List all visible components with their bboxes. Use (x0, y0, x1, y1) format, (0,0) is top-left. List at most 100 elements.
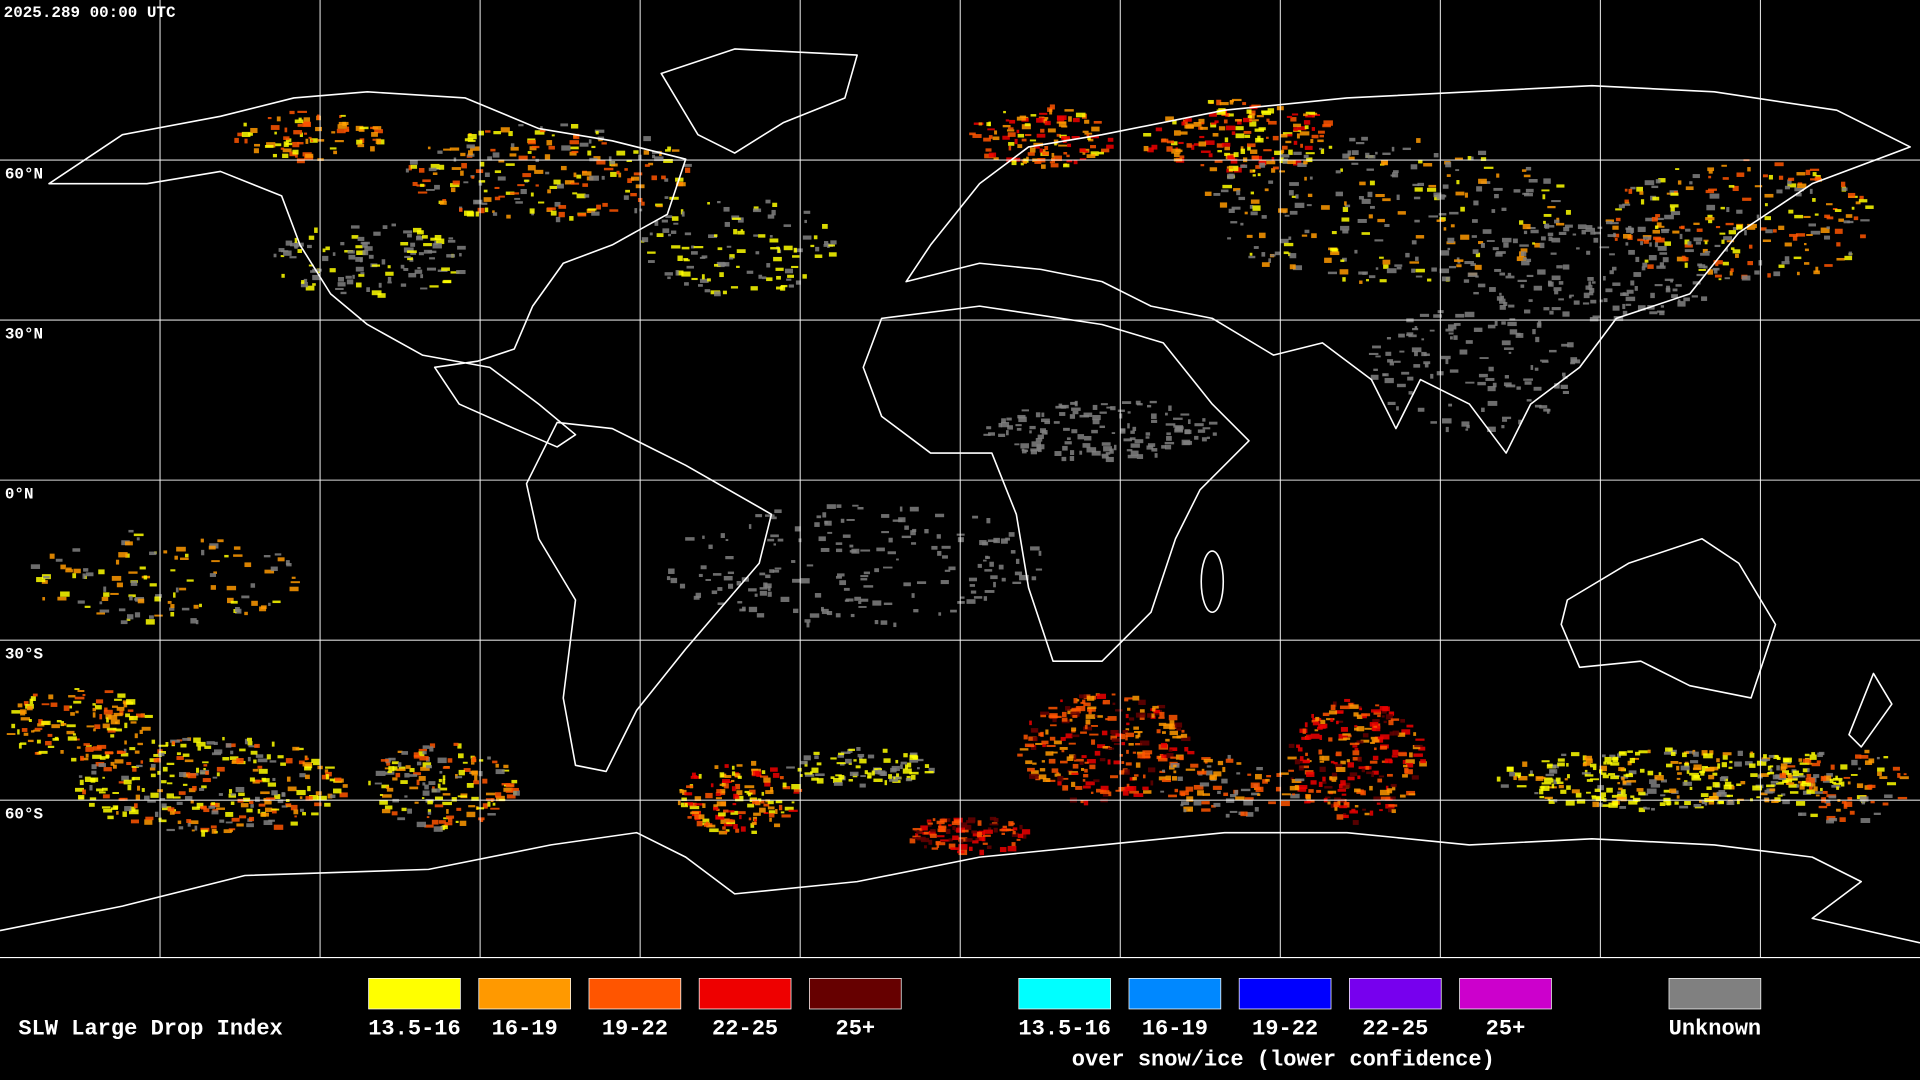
cloud-pixel (1839, 817, 1846, 822)
cloud-pixel (1464, 261, 1474, 265)
cloud-pixel (1440, 355, 1451, 360)
cloud-pixel (973, 596, 983, 599)
cloud-pixel (1121, 761, 1125, 764)
cloud-pixel (409, 774, 418, 777)
cloud-pixel (1385, 714, 1393, 720)
cloud-pixel (1633, 272, 1642, 277)
cloud-pixel (1600, 772, 1607, 775)
cloud-pixel (210, 825, 217, 829)
cloud-pixel (239, 748, 246, 752)
cloud-pixel (1693, 222, 1700, 225)
cloud-pixel (94, 705, 102, 710)
cloud-pixel (1343, 814, 1349, 819)
cloud-pixel (1864, 760, 1873, 765)
cloud-pixel (182, 753, 190, 757)
cloud-pixel (1231, 98, 1242, 102)
cloud-pixel (1248, 110, 1256, 116)
cloud-pixel (392, 766, 398, 771)
cloud-pixel (360, 272, 365, 275)
cloud-pixel (768, 810, 776, 814)
cloud-pixel (1243, 117, 1252, 123)
cloud-pixel (1374, 239, 1384, 242)
cloud-pixel (1279, 157, 1284, 160)
cloud-pixel (736, 580, 741, 586)
cloud-pixel (1281, 149, 1285, 154)
cloud-pixel (852, 504, 859, 507)
cloud-pixel (1670, 211, 1681, 216)
cloud-pixel (11, 723, 16, 729)
cloud-pixel (1293, 123, 1302, 128)
cloud-pixel (1551, 275, 1561, 281)
cloud-pixel (938, 827, 947, 833)
cloud-pixel (1736, 172, 1745, 177)
cloud-pixel (1161, 778, 1172, 783)
cloud-pixel (1067, 143, 1072, 148)
cloud-pixel (1566, 763, 1569, 767)
cloud-pixel (815, 773, 825, 777)
cloud-pixel (1619, 806, 1627, 809)
cloud-pixel (693, 775, 698, 779)
cloud-pixel (1496, 296, 1503, 301)
cloud-pixel (667, 146, 672, 150)
cloud-pixel (1084, 724, 1088, 730)
cloud-pixel (1050, 724, 1057, 727)
cloud-pixel (1628, 770, 1637, 775)
cloud-pixel (840, 518, 845, 523)
cloud-pixel (1318, 781, 1323, 788)
cloud-pixel (422, 782, 426, 786)
cloud-pixel (935, 513, 945, 518)
cloud-pixel (1074, 758, 1084, 762)
cloud-pixel (61, 723, 67, 726)
cloud-pixel (610, 171, 617, 177)
cloud-pixel (1138, 699, 1146, 706)
cloud-pixel (170, 604, 175, 609)
cloud-pixel (1000, 538, 1008, 544)
cloud-pixel (1100, 785, 1109, 790)
cloud-pixel (178, 826, 184, 830)
cloud-pixel (760, 800, 765, 804)
cloud-pixel (235, 606, 240, 613)
cloud-pixel (112, 792, 119, 794)
cloud-pixel (1008, 532, 1015, 537)
cloud-pixel (1031, 441, 1042, 447)
cloud-pixel (1709, 750, 1714, 755)
cloud-pixel (1684, 239, 1690, 245)
cloud-pixel (1122, 790, 1129, 796)
cloud-pixel (1480, 243, 1485, 248)
cloud-pixel (1617, 753, 1621, 758)
cloud-pixel (717, 587, 723, 591)
cloud-pixel (1305, 734, 1312, 740)
cloud-pixel (429, 257, 435, 260)
cloud-pixel (1365, 765, 1370, 770)
cloud-pixel (470, 146, 480, 151)
cloud-pixel (1716, 758, 1720, 763)
cloud-pixel (1522, 761, 1528, 767)
cloud-pixel (667, 276, 671, 280)
cloud-pixel (1216, 143, 1224, 148)
cloud-pixel (1069, 718, 1073, 722)
cloud-pixel (416, 761, 422, 766)
cloud-pixel (705, 821, 709, 827)
cloud-pixel (1305, 794, 1311, 800)
cloud-pixel (1354, 725, 1358, 728)
cloud-pixel (634, 208, 638, 214)
cloud-pixel (304, 765, 312, 771)
cloud-pixel (920, 825, 928, 831)
cloud-pixel (1028, 736, 1037, 741)
cloud-pixel (1157, 758, 1168, 762)
cloud-pixel (1708, 219, 1713, 224)
cloud-pixel (1773, 229, 1777, 233)
cloud-pixel (1007, 132, 1016, 137)
cloud-pixel (1685, 228, 1691, 232)
cloud-pixel (579, 142, 589, 147)
cloud-pixel (1655, 237, 1665, 243)
cloud-pixel (1612, 756, 1619, 763)
cloud-pixel (1507, 272, 1512, 276)
cloud-pixel (535, 184, 539, 187)
cloud-pixel (1026, 156, 1029, 160)
cloud-pixel (729, 254, 735, 259)
cloud-pixel (1528, 773, 1534, 777)
cloud-pixel (1399, 794, 1406, 798)
cloud-pixel (299, 773, 306, 778)
cloud-pixel (1546, 408, 1550, 414)
